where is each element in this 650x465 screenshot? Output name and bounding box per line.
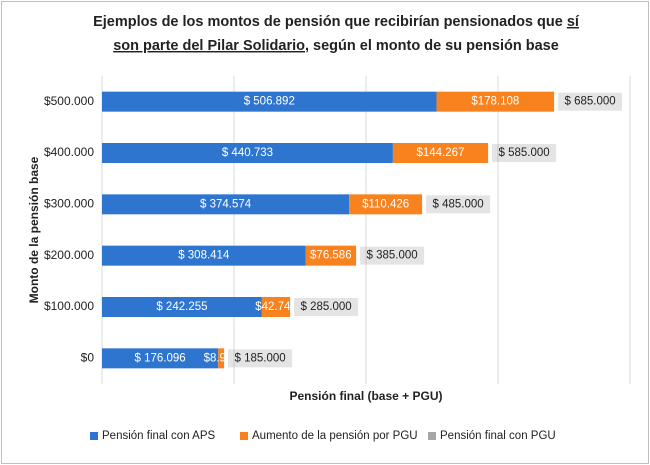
data-label: $8.904 (204, 352, 240, 364)
legend-label: Aumento de la pensión por PGU (252, 430, 418, 442)
total-label: $ 285.000 (301, 301, 352, 313)
data-label: $110.426 (362, 198, 409, 210)
y-axis-title: Monto de la pensión base (27, 156, 41, 303)
legend-swatch (90, 432, 98, 440)
data-label: $ 374.574 (200, 198, 252, 210)
bar-segment (102, 297, 262, 317)
bar-segment (218, 348, 225, 369)
total-marker (360, 246, 425, 265)
bar-segment (102, 91, 437, 112)
data-label: $ 440.733 (222, 147, 273, 159)
bar-segment (102, 348, 219, 369)
bar-segment (102, 194, 350, 215)
legend-label: Pensión final con APS (102, 430, 215, 442)
title-part: Ejemplos de los montos de pensión que re… (93, 14, 567, 30)
title-part: sí (567, 14, 580, 30)
y-tick-label: $100.000 (44, 299, 94, 313)
chart-title-line-1: Ejemplos de los montos de pensión que re… (93, 14, 580, 30)
data-label: $ 176.096 (135, 352, 186, 364)
total-marker (294, 298, 359, 316)
bar-segment (305, 245, 357, 266)
bar-segment (102, 245, 306, 266)
total-marker (492, 144, 557, 162)
bar-segment (392, 143, 489, 163)
data-label: $ 506.892 (244, 96, 295, 108)
data-label: $178.108 (471, 96, 519, 108)
title-part: son parte del Pilar Solidario (113, 38, 305, 54)
y-tick-label: $500.000 (44, 94, 94, 108)
x-axis-title: Pensión final (base + PGU) (289, 389, 442, 403)
data-label: $42.745 (255, 301, 297, 313)
legend-label: Pensión final con PGU (440, 430, 556, 442)
data-label: $ 308.414 (178, 250, 230, 262)
total-label: $ 585.000 (499, 147, 550, 159)
title-part: , según el monto de su pensión base (305, 38, 559, 54)
y-tick-label: $300.000 (44, 197, 94, 211)
chart-title-line-2: son parte del Pilar Solidario, según el … (113, 38, 559, 54)
data-label: $76.586 (310, 250, 352, 262)
legend-swatch (428, 432, 436, 440)
y-tick-label: $0 (81, 351, 95, 365)
y-tick-label: $400.000 (44, 145, 94, 159)
bar-segment (261, 297, 291, 317)
total-label: $ 385.000 (367, 250, 418, 262)
y-tick-label: $200.000 (44, 248, 94, 262)
bar-segment (349, 194, 423, 215)
total-label: $ 685.000 (565, 96, 616, 108)
data-label: $144.267 (417, 147, 465, 159)
bar-segment (436, 91, 555, 112)
total-marker (558, 92, 623, 111)
bar-segment (102, 143, 393, 163)
total-marker (426, 195, 491, 214)
total-label: $ 485.000 (433, 198, 484, 210)
total-label: $ 185.000 (235, 352, 286, 364)
data-label: $ 242.255 (156, 301, 207, 313)
total-marker (228, 349, 293, 368)
legend-swatch (240, 432, 248, 440)
